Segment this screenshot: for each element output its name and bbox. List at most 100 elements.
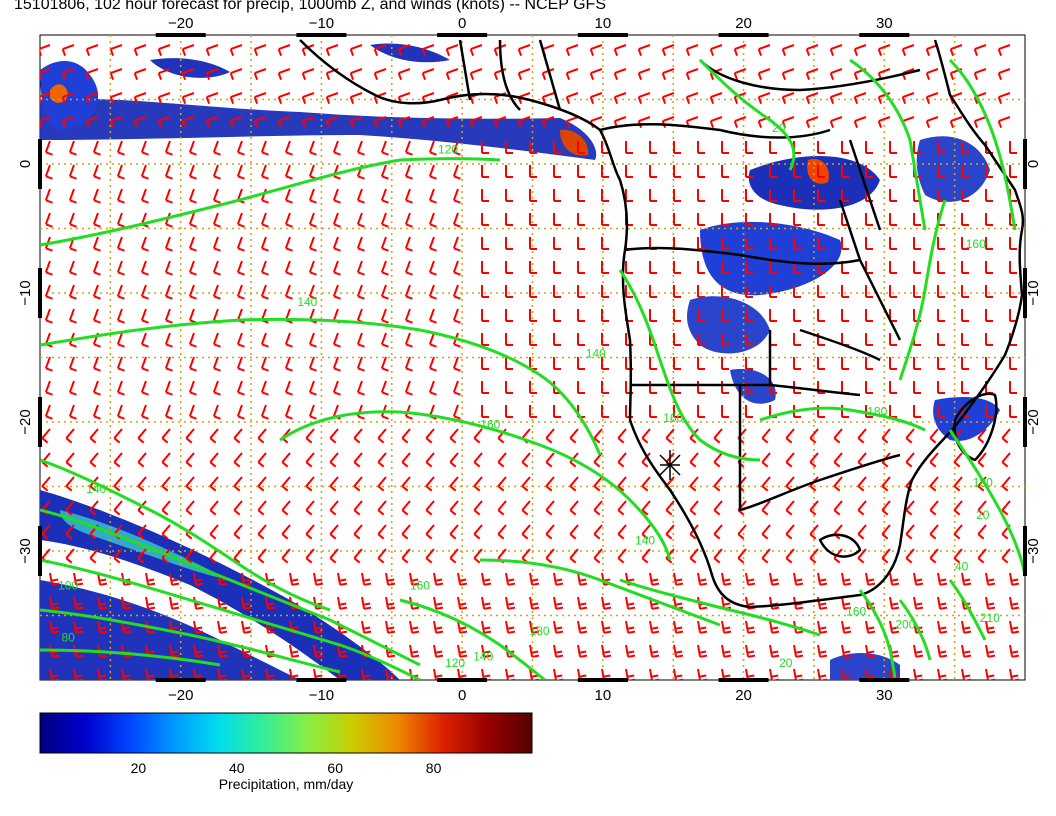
wind-barb xyxy=(212,188,221,204)
wind-barb xyxy=(137,548,147,564)
wind-barb xyxy=(817,189,825,202)
wind-barb xyxy=(140,404,149,420)
wind-barb xyxy=(589,68,603,81)
wind-barb xyxy=(260,380,269,396)
wind-barb xyxy=(937,141,945,154)
wind-barb xyxy=(217,644,228,658)
wind-barb xyxy=(116,164,125,180)
wind-barb xyxy=(428,188,437,204)
wind-barb xyxy=(529,213,537,226)
wind-barb xyxy=(617,500,627,516)
wind-barb xyxy=(373,44,387,57)
wind-barb xyxy=(212,380,221,396)
wind-barb xyxy=(745,357,753,370)
wind-barb xyxy=(164,380,173,396)
wind-barb xyxy=(593,548,603,564)
wind-barb xyxy=(589,92,603,105)
wind-barb xyxy=(257,524,267,540)
wind-barb xyxy=(313,620,324,634)
contour-label: 140 xyxy=(635,534,655,548)
west-africa-coast xyxy=(299,39,1025,609)
contour-label: 140 xyxy=(473,650,493,664)
wind-barb xyxy=(332,188,341,204)
wind-barb xyxy=(1009,357,1017,370)
wind-barb xyxy=(425,428,435,444)
wind-barb xyxy=(569,500,579,516)
wind-barb xyxy=(281,524,291,540)
wind-barb xyxy=(577,165,585,178)
wind-barb xyxy=(745,333,753,346)
wind-barb xyxy=(445,116,459,129)
wind-barb xyxy=(697,644,708,658)
wind-barb xyxy=(44,380,53,396)
wind-barb xyxy=(769,261,777,274)
wind-barb xyxy=(236,380,245,396)
wind-barb xyxy=(833,548,843,564)
wind-barb xyxy=(745,572,756,586)
wind-barb xyxy=(793,668,804,680)
wind-barb xyxy=(473,548,483,564)
wind-barb xyxy=(332,140,341,156)
wind-barb xyxy=(649,309,657,322)
wind-barb xyxy=(449,524,459,540)
wind-barb xyxy=(577,141,585,154)
wind-barb xyxy=(277,116,291,129)
wind-barb xyxy=(713,500,723,516)
wind-barb xyxy=(841,357,849,370)
top-lon-tick-label: 10 xyxy=(595,15,612,32)
wind-barb xyxy=(181,68,195,81)
wind-barb xyxy=(169,644,180,658)
wind-barb xyxy=(889,285,897,298)
wind-barb xyxy=(452,140,461,156)
wind-barb xyxy=(109,68,123,81)
wind-barb xyxy=(44,188,53,204)
wind-barb xyxy=(569,428,579,444)
wind-barb xyxy=(356,332,365,348)
wind-barb xyxy=(161,428,171,444)
wind-barb xyxy=(865,620,876,634)
top-lon-tick-label: −20 xyxy=(168,15,193,32)
wind-barb xyxy=(233,524,243,540)
wind-barb xyxy=(817,596,828,610)
wind-barb xyxy=(553,309,561,322)
wind-barb xyxy=(41,524,51,540)
wind-barb xyxy=(937,381,945,394)
wind-barb xyxy=(985,572,996,586)
wind-barb xyxy=(953,452,963,468)
wind-barb xyxy=(565,92,579,105)
wind-barb xyxy=(1009,141,1017,154)
wind-barb xyxy=(961,285,969,298)
wind-barb xyxy=(793,189,801,202)
wind-barb xyxy=(505,596,516,610)
wind-barb xyxy=(505,668,516,680)
wind-barb xyxy=(805,68,819,81)
wind-barb xyxy=(44,212,53,228)
wind-barb xyxy=(457,644,468,658)
wind-barb xyxy=(617,452,627,468)
wind-barb xyxy=(769,620,780,634)
wind-barb xyxy=(241,620,252,634)
wind-barb xyxy=(305,548,315,564)
wind-barb xyxy=(953,548,963,564)
wind-barb xyxy=(961,572,972,586)
wind-barb xyxy=(985,596,996,610)
wind-barb xyxy=(961,357,969,370)
wind-barb xyxy=(601,213,609,226)
border-4 xyxy=(738,385,901,512)
wind-barb xyxy=(164,140,173,156)
wind-barb xyxy=(433,620,444,634)
wind-barb xyxy=(281,476,291,492)
wind-barb xyxy=(257,476,267,492)
wind-barb xyxy=(553,620,564,634)
wind-barb xyxy=(889,213,897,226)
wind-barb xyxy=(140,380,149,396)
wind-barb xyxy=(257,428,267,444)
wind-barb xyxy=(116,212,125,228)
wind-barb xyxy=(181,116,195,129)
wind-barb xyxy=(445,44,459,57)
wind-barb xyxy=(521,476,531,492)
wind-barb xyxy=(284,404,293,420)
wind-barb xyxy=(713,548,723,564)
wind-barb xyxy=(817,644,828,658)
wind-barb xyxy=(505,141,513,154)
